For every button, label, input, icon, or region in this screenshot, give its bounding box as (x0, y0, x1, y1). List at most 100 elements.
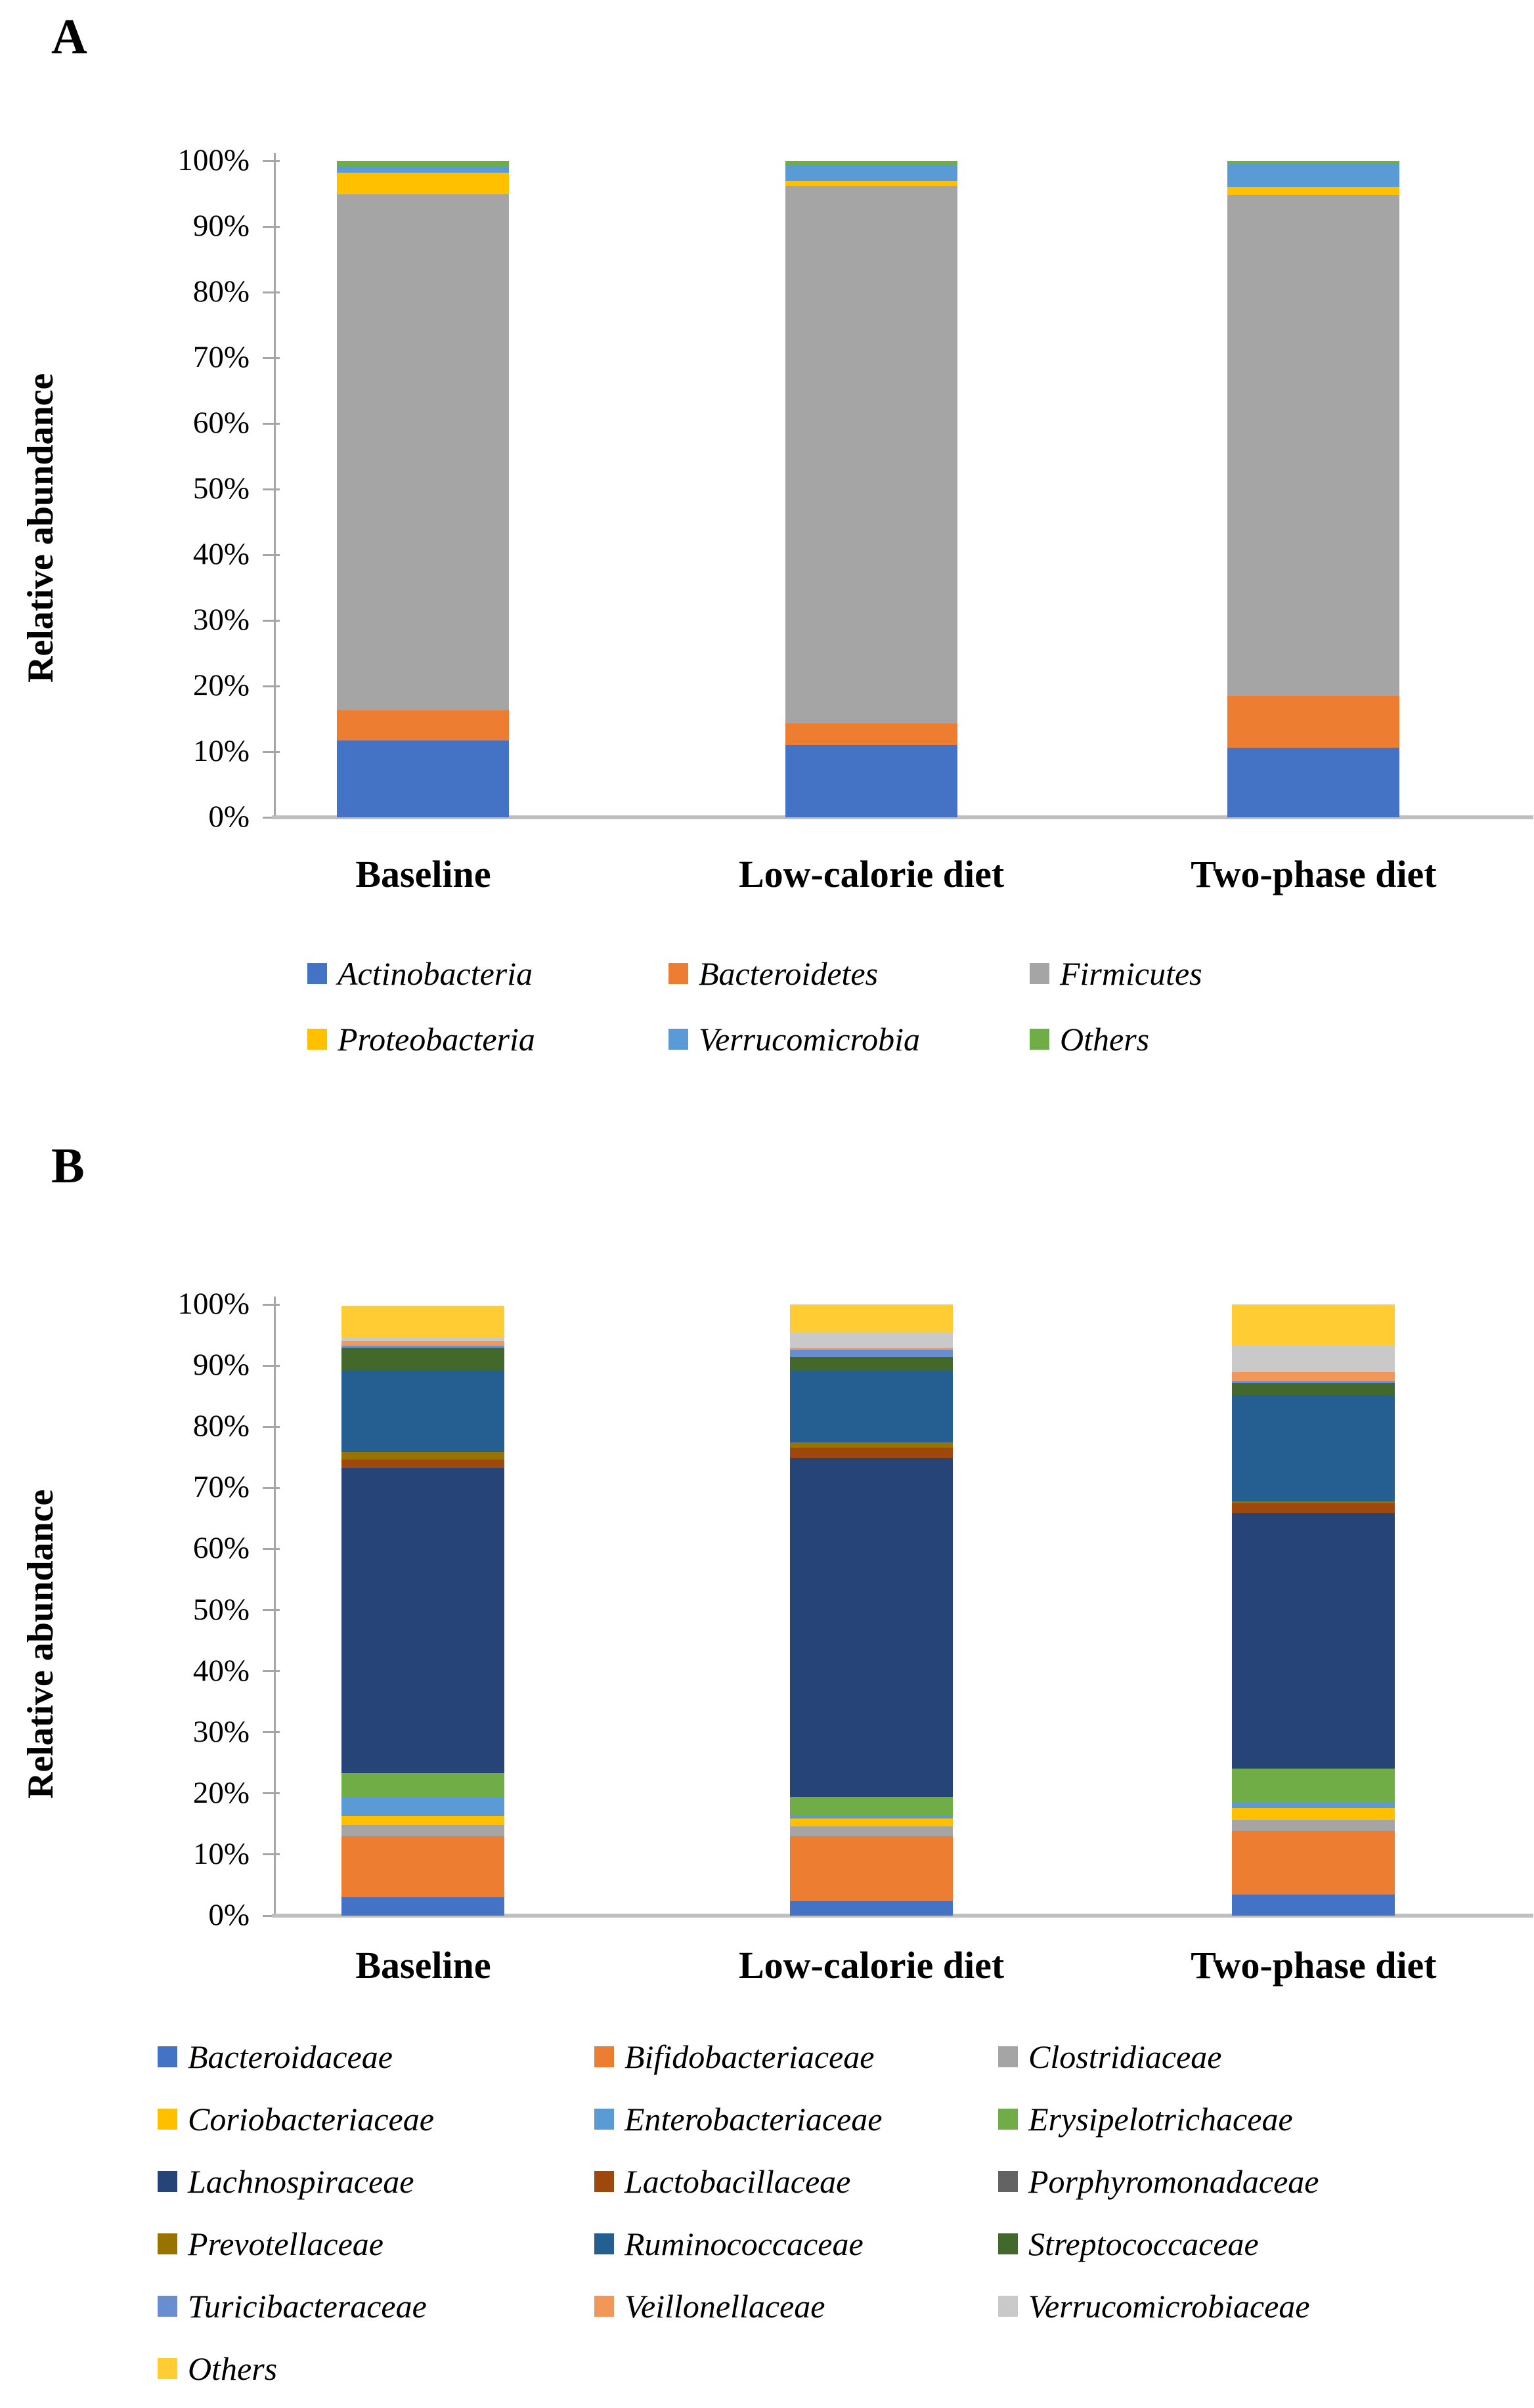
y-tick-mark (263, 1853, 280, 1856)
y-tick-mark (263, 1609, 280, 1611)
legend-label: Veillonellaceae (625, 2288, 825, 2325)
legend-label: Coriobacteriaceae (188, 2101, 434, 2138)
legend-swatch (158, 2358, 177, 2379)
segment-enterobacteriaceae (790, 1815, 953, 1818)
legend-swatch (158, 2046, 177, 2067)
y-tick-mark (263, 1547, 280, 1550)
segment-bifidobacteriaceae (790, 1836, 953, 1901)
panel-a-y-axis-title: Relative abundance (20, 373, 61, 683)
legend-item-others: Others (1030, 1019, 1149, 1060)
segment-erysipelotrichaceae (1232, 1768, 1395, 1803)
y-tick-mark (263, 356, 280, 359)
segment-prevotellaceae (341, 1452, 505, 1459)
y-tick-mark (263, 553, 280, 556)
bar-baseline (341, 1304, 505, 1916)
bar-two-phase-diet (1232, 1304, 1395, 1916)
y-axis-line (274, 1297, 276, 1916)
segment-bifidobacteriaceae (1232, 1830, 1395, 1895)
legend-swatch (307, 963, 327, 984)
legend-item-enterobacteriaceae: Enterobacteriaceae (594, 2099, 882, 2139)
y-tick-mark (263, 1364, 280, 1367)
segment-erysipelotrichaceae (341, 1773, 505, 1798)
segment-erysipelotrichaceae (790, 1797, 953, 1816)
segment-porphyromonadaceae (341, 1459, 505, 1461)
x-label-baseline: Baseline (355, 853, 491, 895)
segment-firmicutes (785, 186, 958, 723)
segment-verrucomicrobia (785, 165, 958, 181)
segment-clostridiaceae (341, 1825, 505, 1836)
legend-label: Prevotellaceae (188, 2225, 384, 2262)
segment-actinobacteria (1227, 748, 1400, 817)
legend-swatch (668, 963, 688, 984)
legend-label: Clostridiaceae (1028, 2038, 1222, 2075)
segment-ruminococcaceae (341, 1369, 505, 1453)
legend-label: Lactobacillaceae (625, 2163, 851, 2200)
legend-label: Enterobacteriaceae (625, 2101, 883, 2138)
legend-item-actinobacteria: Actinobacteria (307, 953, 533, 994)
panel-a-plot: 0% 10% 20% 30% 40% 50% 60% 70% 80% 90% 100% (177, 145, 1533, 832)
segment-firmicutes (1227, 195, 1400, 696)
y-tick-label: 40% (192, 537, 250, 571)
segment-actinobacteria (785, 745, 958, 817)
segment-lachnospiraceae (790, 1457, 953, 1797)
y-tick-mark (263, 1792, 280, 1795)
segment-bacteroidetes (1227, 696, 1400, 748)
y-tick-mark (263, 816, 280, 819)
segment-actinobacteria (337, 741, 510, 817)
segment-others (790, 1304, 953, 1333)
segment-enterobacteriaceae (1232, 1802, 1395, 1809)
legend-item-verrucomicrobia: Verrucomicrobia (668, 1019, 920, 1060)
legend-label: Bifidobacteriaceae (625, 2038, 875, 2075)
segment-others (1232, 1304, 1395, 1346)
segment-bifidobacteriaceae (341, 1836, 505, 1898)
segment-others (1227, 161, 1400, 163)
y-tick-label: 20% (192, 668, 250, 702)
y-axis-line (274, 153, 276, 817)
legend-label: Others (1060, 1021, 1150, 1058)
segment-ruminococcaceae (1232, 1394, 1395, 1501)
y-tick-label: 100% (177, 143, 250, 177)
y-tick-label: 50% (192, 1592, 250, 1627)
segment-others (337, 161, 510, 166)
legend-item-veillonellaceae: Veillonellaceae (594, 2286, 825, 2327)
panel-b-plot: 0% 10% 20% 30% 40% 50% 60% 70% 80% 90% 100% (177, 1289, 1533, 1931)
segment-veillonellaceae (341, 1341, 505, 1346)
y-tick-label: 10% (192, 1836, 250, 1871)
legend-label: Proteobacteria (338, 1021, 535, 1058)
segment-verrucomicrobia (337, 166, 510, 173)
legend-item-lactobacillaceae: Lactobacillaceae (594, 2161, 850, 2202)
segment-turicibacteraceae (1232, 1381, 1395, 1384)
y-tick-label: 70% (192, 1470, 250, 1505)
legend-swatch (158, 2233, 177, 2254)
legend-swatch (594, 2046, 614, 2067)
y-tick-label: 80% (192, 274, 250, 309)
legend-label: Bacteroidaceae (188, 2038, 393, 2075)
y-tick-mark (263, 225, 280, 228)
segment-streptococcaceae (341, 1348, 505, 1370)
legend-label: Verrucomicrobiaceae (1028, 2288, 1310, 2325)
legend-swatch (998, 2171, 1018, 2192)
legend-swatch (594, 2171, 614, 2192)
segment-coriobacteriaceae (341, 1816, 505, 1826)
legend-item-bifidobacteriaceae: Bifidobacteriaceae (594, 2036, 874, 2077)
y-tick-label: 20% (192, 1775, 250, 1810)
segment-streptococcaceae (1232, 1383, 1395, 1395)
legend-swatch (158, 2109, 177, 2130)
legend-label: Ruminococcaceae (625, 2225, 864, 2262)
legend-swatch (998, 2296, 1018, 2317)
legend-label: Verrucomicrobia (699, 1021, 920, 1058)
legend-swatch (998, 2046, 1018, 2067)
y-tick-label: 0% (208, 800, 250, 834)
y-tick-mark (263, 685, 280, 687)
panel-a-x-axis-labels: Baseline Low-calorie diet Two-phase diet (276, 852, 1494, 905)
segment-enterobacteriaceae (341, 1797, 505, 1817)
legend-label: Bacteroidetes (699, 955, 879, 992)
y-tick-label: 60% (192, 1531, 250, 1566)
y-tick-label: 30% (192, 1714, 250, 1749)
legend-item-ruminococcaceae: Ruminococcaceae (594, 2224, 864, 2264)
segment-bacteroidaceae (790, 1901, 953, 1916)
y-tick-label: 0% (208, 1898, 250, 1932)
segment-clostridiaceae (790, 1826, 953, 1836)
legend-swatch (158, 2296, 177, 2317)
panel-a-label: A (51, 9, 87, 64)
